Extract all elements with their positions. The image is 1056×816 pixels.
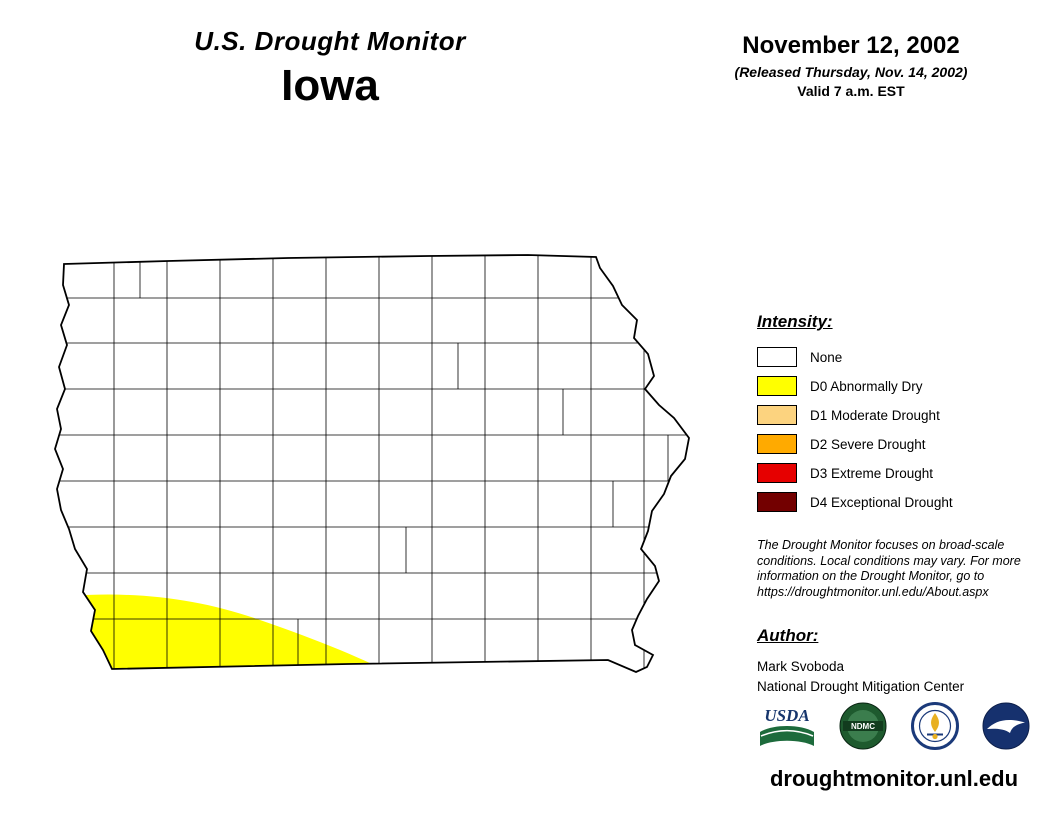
map-container (48, 248, 708, 680)
page-title: U.S. Drought Monitor (194, 26, 466, 56)
d0-drought-region (56, 594, 376, 672)
legend-label-d0: D0 Abnormally Dry (810, 378, 923, 394)
release-date: (Released Thursday, Nov. 14, 2002) (734, 64, 968, 80)
legend-item-d3: D3 Extreme Drought (757, 463, 1037, 483)
ndmc-logo: NDMC (839, 702, 887, 750)
swatch-d3 (757, 463, 797, 483)
logo-row: USDA NDMC (758, 702, 1030, 750)
author-name: Mark Svoboda (757, 659, 845, 674)
nws-seal-logo (910, 702, 959, 750)
svg-text:NDMC: NDMC (851, 722, 875, 731)
legend: Intensity: None D0 Abnormally Dry D1 Mod… (757, 312, 1037, 521)
state-name: Iowa (281, 61, 379, 110)
disclaimer-text: The Drought Monitor focuses on broad-sca… (757, 538, 1021, 599)
footer-url: droughtmonitor.unl.edu (769, 766, 1019, 791)
author-block: Author: Mark Svoboda National Drought Mi… (757, 626, 1037, 694)
swatch-d0 (757, 376, 797, 396)
swatch-d4 (757, 492, 797, 512)
iowa-state-outline (54, 254, 690, 673)
swatch-d2 (757, 434, 797, 454)
usda-logo: USDA (758, 702, 816, 750)
legend-label-d3: D3 Extreme Drought (810, 465, 934, 481)
legend-label-d1: D1 Moderate Drought (810, 407, 940, 423)
legend-label-none: None (810, 349, 843, 365)
legend-label-d2: D2 Severe Drought (810, 436, 926, 452)
swatch-d1 (757, 405, 797, 425)
title-block: U.S. Drought Monitor Iowa (120, 26, 540, 111)
author-organization: National Drought Mitigation Center (757, 679, 965, 694)
legend-item-d2: D2 Severe Drought (757, 434, 1037, 454)
legend-heading: Intensity: (757, 312, 833, 331)
map-date: November 12, 2002 (742, 32, 960, 59)
swatch-none (757, 347, 797, 367)
svg-text:USDA: USDA (764, 706, 809, 725)
legend-item-d4: D4 Exceptional Drought (757, 492, 1037, 512)
iowa-drought-map (54, 254, 690, 673)
noaa-logo (982, 702, 1030, 750)
legend-item-d0: D0 Abnormally Dry (757, 376, 1037, 396)
author-heading: Author: (757, 626, 819, 645)
valid-time: Valid 7 a.m. EST (797, 83, 905, 99)
county-boundaries (55, 255, 689, 672)
legend-label-d4: D4 Exceptional Drought (810, 494, 953, 510)
legend-item-none: None (757, 347, 1037, 367)
date-block: November 12, 2002 (Released Thursday, No… (706, 32, 996, 99)
legend-item-d1: D1 Moderate Drought (757, 405, 1037, 425)
